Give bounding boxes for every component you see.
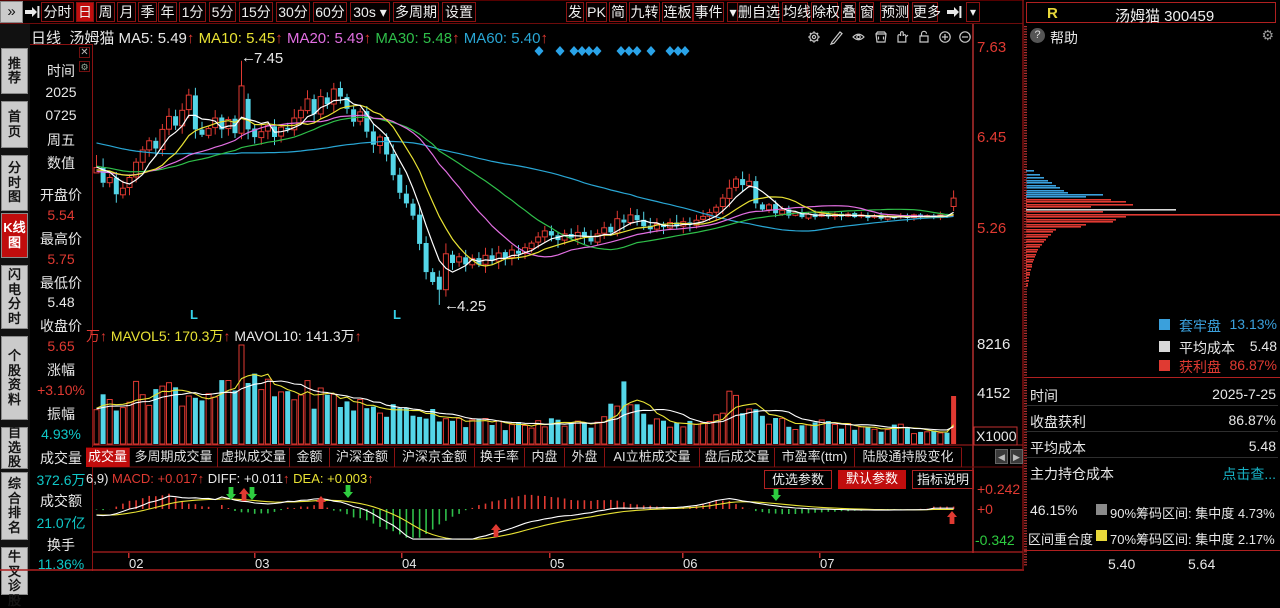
svg-text:←: ← — [241, 49, 256, 66]
svg-text:4.25: 4.25 — [457, 298, 486, 315]
svg-text:←: ← — [444, 297, 459, 314]
svg-text:7.45: 7.45 — [254, 50, 283, 67]
svg-text:L: L — [393, 307, 401, 322]
svg-text:L: L — [190, 307, 198, 322]
